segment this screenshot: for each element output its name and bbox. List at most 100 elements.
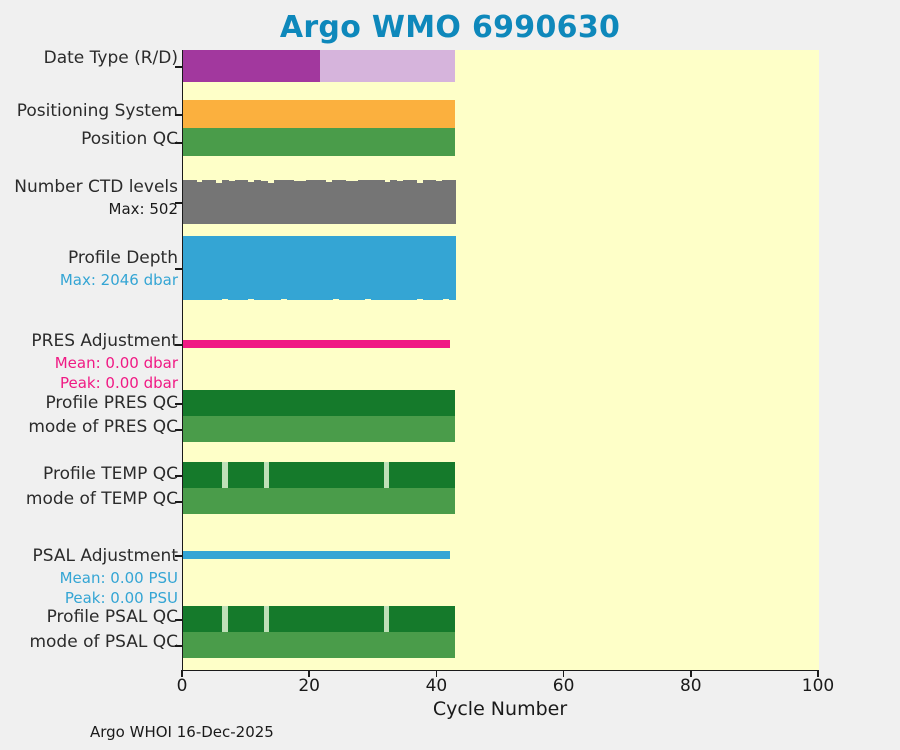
x-tick-label-0: 0 bbox=[176, 676, 188, 696]
value-bar-profile-depth-0 bbox=[183, 236, 191, 300]
y-tick-0 bbox=[175, 66, 182, 68]
value-bar-profile-depth-17 bbox=[293, 236, 301, 300]
value-bar-number-ctd-levels-12 bbox=[260, 181, 268, 224]
row-label-date-type-r-d: Date Type (R/D) bbox=[43, 48, 178, 68]
value-bar-number-ctd-levels-37 bbox=[422, 180, 430, 224]
value-bar-number-ctd-levels-27 bbox=[357, 180, 366, 224]
row-label-pres-adjustment: PRES Adjustment bbox=[31, 331, 178, 351]
track-profile-temp-qc bbox=[183, 462, 819, 488]
x-tick-60 bbox=[562, 670, 565, 677]
value-bar-number-ctd-levels-1 bbox=[189, 180, 197, 224]
value-bar-profile-depth-1 bbox=[189, 236, 197, 300]
track-profile-pres-qc bbox=[183, 390, 819, 416]
value-bar-profile-depth-6 bbox=[221, 236, 229, 300]
value-bar-number-ctd-levels-22 bbox=[325, 182, 333, 224]
segment-mode-of-temp-qc-0 bbox=[183, 488, 456, 514]
value-bar-number-ctd-levels-4 bbox=[208, 180, 216, 224]
value-bar-number-ctd-levels-38 bbox=[429, 180, 437, 224]
value-bar-profile-depth-8 bbox=[234, 236, 242, 300]
value-bar-number-ctd-levels-31 bbox=[383, 182, 391, 224]
row-sublabel-profile-depth-0: Max: 2046 dbar bbox=[59, 271, 178, 289]
value-bar-profile-depth-11 bbox=[254, 236, 262, 300]
value-bar-number-ctd-levels-32 bbox=[390, 180, 398, 224]
row-sublabel-pres-adjustment-0: Mean: 0.00 dbar bbox=[54, 354, 178, 372]
row-label-profile-psal-qc: Profile PSAL QC bbox=[46, 607, 178, 627]
value-bar-number-ctd-levels-23 bbox=[332, 180, 340, 224]
segment-profile-temp-qc-5 bbox=[383, 462, 390, 488]
x-axis-label: Cycle Number bbox=[432, 698, 568, 720]
value-bar-number-ctd-levels-6 bbox=[221, 180, 229, 224]
row-label-number-ctd-levels: Number CTD levels bbox=[14, 177, 178, 197]
x-tick-80 bbox=[690, 670, 692, 677]
y-tick-3 bbox=[175, 202, 182, 204]
track-mode-of-psal-qc bbox=[183, 632, 819, 658]
y-tick-10 bbox=[175, 555, 182, 557]
value-bar-profile-depth-34 bbox=[403, 236, 411, 300]
segment-position-qc-0 bbox=[183, 128, 456, 156]
value-bar-profile-depth-28 bbox=[364, 236, 372, 300]
value-bar-number-ctd-levels-11 bbox=[254, 180, 262, 224]
track-pres-adjustment bbox=[183, 340, 819, 348]
track-number-ctd-levels bbox=[183, 180, 819, 224]
page-title: Argo WMO 6990630 bbox=[279, 10, 621, 45]
y-tick-1 bbox=[175, 114, 182, 116]
x-tick-100 bbox=[817, 670, 819, 677]
value-bar-profile-depth-14 bbox=[273, 236, 281, 300]
value-bar-number-ctd-levels-35 bbox=[409, 180, 417, 224]
value-bar-profile-depth-31 bbox=[383, 236, 391, 300]
segment-profile-psal-qc-2 bbox=[227, 606, 265, 632]
value-bar-number-ctd-levels-17 bbox=[293, 181, 301, 224]
value-bar-number-ctd-levels-20 bbox=[312, 180, 320, 224]
value-bar-profile-depth-16 bbox=[286, 236, 294, 300]
value-bar-number-ctd-levels-21 bbox=[319, 180, 327, 224]
value-bar-number-ctd-levels-26 bbox=[351, 181, 359, 224]
zero-line-psal-adjustment bbox=[183, 551, 451, 559]
value-bar-number-ctd-levels-24 bbox=[338, 180, 346, 224]
value-bar-number-ctd-levels-40 bbox=[442, 180, 450, 224]
row-label-positioning-system: Positioning System bbox=[16, 101, 178, 121]
value-bar-number-ctd-levels-3 bbox=[202, 180, 210, 224]
y-tick-2 bbox=[175, 142, 182, 144]
value-bar-profile-depth-23 bbox=[332, 236, 340, 300]
value-bar-profile-depth-25 bbox=[345, 236, 353, 300]
value-bar-number-ctd-levels-33 bbox=[396, 180, 404, 224]
track-profile-depth bbox=[183, 236, 819, 300]
value-bar-profile-depth-30 bbox=[377, 236, 385, 300]
y-tick-11 bbox=[175, 619, 182, 621]
value-bar-profile-depth-18 bbox=[299, 236, 307, 300]
value-bar-profile-depth-22 bbox=[325, 236, 333, 300]
value-bar-profile-depth-10 bbox=[247, 236, 255, 300]
segment-profile-temp-qc-4 bbox=[268, 462, 384, 488]
value-bar-profile-depth-3 bbox=[202, 236, 210, 300]
row-label-psal-adjustment: PSAL Adjustment bbox=[32, 546, 178, 566]
row-sublabel-psal-adjustment-1: Peak: 0.00 PSU bbox=[64, 589, 178, 607]
value-bar-profile-depth-39 bbox=[435, 236, 443, 300]
value-bar-number-ctd-levels-5 bbox=[215, 182, 223, 224]
value-bar-profile-depth-21 bbox=[319, 236, 327, 300]
row-sublabel-psal-adjustment-0: Mean: 0.00 PSU bbox=[59, 569, 178, 587]
x-tick-label-60: 60 bbox=[552, 676, 575, 696]
segment-profile-temp-qc-6 bbox=[389, 462, 456, 488]
value-bar-profile-depth-7 bbox=[228, 236, 236, 300]
segment-mode-of-pres-qc-0 bbox=[183, 416, 456, 442]
value-bar-number-ctd-levels-25 bbox=[345, 180, 353, 224]
value-bar-profile-depth-19 bbox=[306, 236, 314, 300]
segment-profile-psal-qc-3 bbox=[264, 606, 269, 632]
segment-profile-psal-qc-0 bbox=[183, 606, 223, 632]
value-bar-profile-depth-26 bbox=[351, 236, 359, 300]
value-bar-profile-depth-5 bbox=[215, 236, 223, 300]
row-sublabel-number-ctd-levels-0: Max: 502 bbox=[108, 200, 178, 218]
value-bar-number-ctd-levels-2 bbox=[195, 182, 204, 224]
value-bar-number-ctd-levels-14 bbox=[273, 180, 281, 224]
segment-profile-psal-qc-6 bbox=[389, 606, 456, 632]
segment-profile-psal-qc-1 bbox=[222, 606, 228, 632]
segment-mode-of-psal-qc-0 bbox=[183, 632, 456, 658]
value-bar-number-ctd-levels-30 bbox=[377, 180, 385, 224]
value-bar-profile-depth-24 bbox=[338, 236, 346, 300]
value-bar-profile-depth-12 bbox=[260, 236, 268, 300]
y-tick-7 bbox=[175, 429, 182, 431]
track-positioning-system bbox=[183, 100, 819, 128]
value-bar-profile-depth-35 bbox=[409, 236, 417, 300]
value-bar-profile-depth-38 bbox=[429, 236, 437, 300]
value-bar-profile-depth-4 bbox=[208, 236, 216, 300]
